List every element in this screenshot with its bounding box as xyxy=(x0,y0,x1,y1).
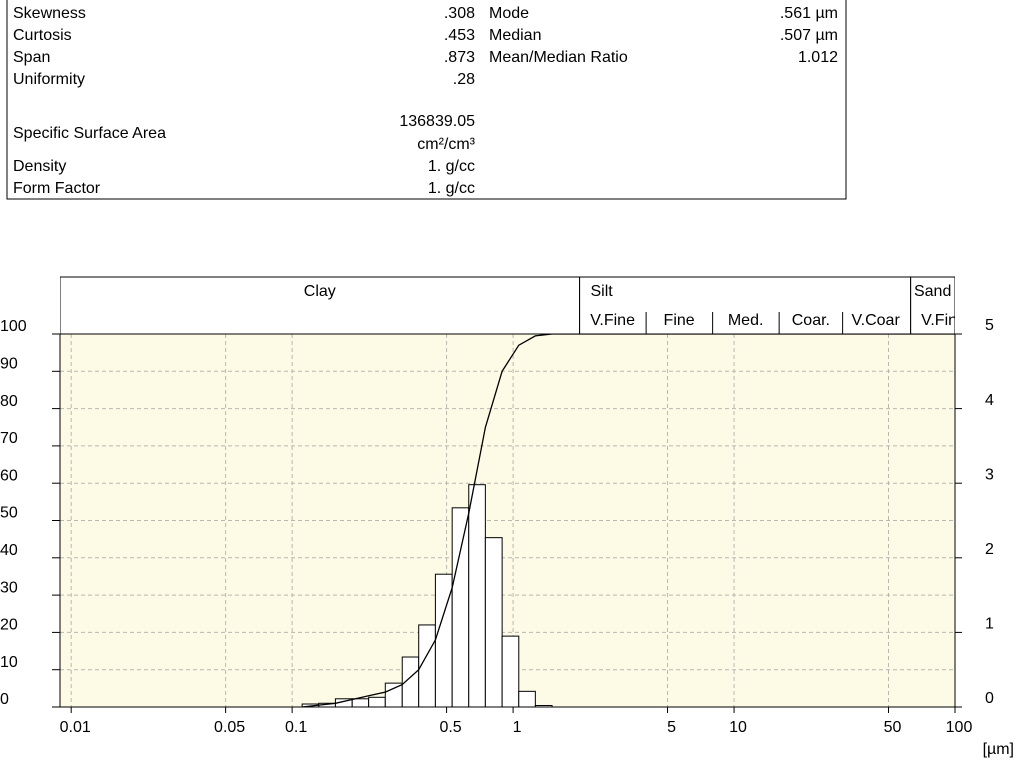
stat-value: 1. g/cc xyxy=(428,158,475,175)
band-sub-label: V.Fine xyxy=(590,312,635,329)
stat-value: .873 xyxy=(444,49,475,66)
x-tick-label: 1 xyxy=(513,719,522,736)
cumulative-line xyxy=(302,333,955,708)
y-tick-label: 80 xyxy=(0,393,18,410)
bar xyxy=(501,635,520,708)
y-tick-label: 20 xyxy=(0,617,18,634)
stat-label: Skewness xyxy=(13,5,86,22)
band xyxy=(579,276,912,335)
curve xyxy=(302,333,955,708)
x-tick-label: 0.5 xyxy=(439,719,461,736)
bar xyxy=(384,682,403,708)
stat-label: Span xyxy=(13,49,50,66)
x-tick-label: 0.05 xyxy=(214,719,245,736)
x-tick-label: 5 xyxy=(667,719,676,736)
band xyxy=(60,276,581,335)
stat-value: 136839.05 xyxy=(399,113,475,130)
x-tick-label: 0.01 xyxy=(60,719,91,736)
band-sub-label: Med. xyxy=(728,312,764,329)
band-sub-label: Coar. xyxy=(792,312,830,329)
x-tick-label: 10 xyxy=(729,719,747,736)
y-tick-label: 50 xyxy=(0,505,18,522)
axes: 0 10 20 30 40 50 60 70 80 90 100 0 1 2 3 4 5 0.01 0.05 0.1 0… xyxy=(0,317,1014,758)
stat-label: Uniformity xyxy=(13,71,85,88)
bar xyxy=(484,537,503,708)
stat-label: Density xyxy=(13,158,66,175)
y-tick-label: 0 xyxy=(0,691,9,708)
stat-value: .28 xyxy=(453,71,475,88)
band-label: Sand xyxy=(914,283,951,300)
y2-tick-label: 4 xyxy=(985,392,994,409)
bar xyxy=(518,690,536,708)
plot-frame xyxy=(59,333,956,708)
band-sub-label: Fine xyxy=(664,312,695,329)
bar xyxy=(368,696,386,708)
stat-value: 1.012 xyxy=(798,49,838,66)
stat-label: Mean/Median Ratio xyxy=(489,49,628,66)
stat-value: .453 xyxy=(444,27,475,44)
band-label: Clay xyxy=(304,283,336,300)
x-tick-label: 0.1 xyxy=(285,719,307,736)
x-axis-label: [µm] xyxy=(983,741,1014,758)
x-tick-label: 100 xyxy=(946,719,973,736)
y2-tick-label: 5 xyxy=(985,317,994,334)
stat-value: .308 xyxy=(444,5,475,22)
stat-label: Median xyxy=(489,27,541,44)
y2-tick-label: 3 xyxy=(985,466,994,483)
bar xyxy=(468,484,486,708)
stat-value: .507 µm xyxy=(780,27,838,44)
x-tick-label: 50 xyxy=(884,719,902,736)
y2-tick-label: 1 xyxy=(985,616,994,633)
stat-label: Curtosis xyxy=(13,27,72,44)
y-tick-label: 10 xyxy=(0,654,18,671)
class-bands: Clay Silt V.Fine Fine Med. Coar. V.Coar Sand V.F… xyxy=(60,276,966,335)
y-tick-label: 30 xyxy=(0,579,18,596)
y-tick-label: 40 xyxy=(0,542,18,559)
stats-box xyxy=(6,0,847,200)
y2-tick-label: 2 xyxy=(985,541,994,558)
stat-label: Form Factor xyxy=(13,180,101,197)
bar xyxy=(451,507,470,708)
stat-label: Specific Surface Area xyxy=(13,125,166,142)
stat-value: 1. g/cc xyxy=(428,180,475,197)
stats-table: Skewness .308 Mode .561 µm Curtosis .453 Media… xyxy=(13,5,838,197)
stat-label: Mode xyxy=(489,5,529,22)
y-tick-label: 70 xyxy=(0,430,18,447)
band-label: Silt xyxy=(590,283,613,300)
stat-unit: cm²/cm³ xyxy=(417,136,475,153)
band-sub-label: V.Fine xyxy=(921,312,966,329)
stat-value: .561 µm xyxy=(780,5,838,22)
y-tick-label: 100 xyxy=(0,318,27,335)
band-sub-label: V.Coar xyxy=(851,312,900,329)
y-tick-label: 90 xyxy=(0,356,18,373)
y-tick-label: 60 xyxy=(0,467,18,484)
bar xyxy=(351,698,370,708)
y2-tick-label: 0 xyxy=(985,690,994,707)
